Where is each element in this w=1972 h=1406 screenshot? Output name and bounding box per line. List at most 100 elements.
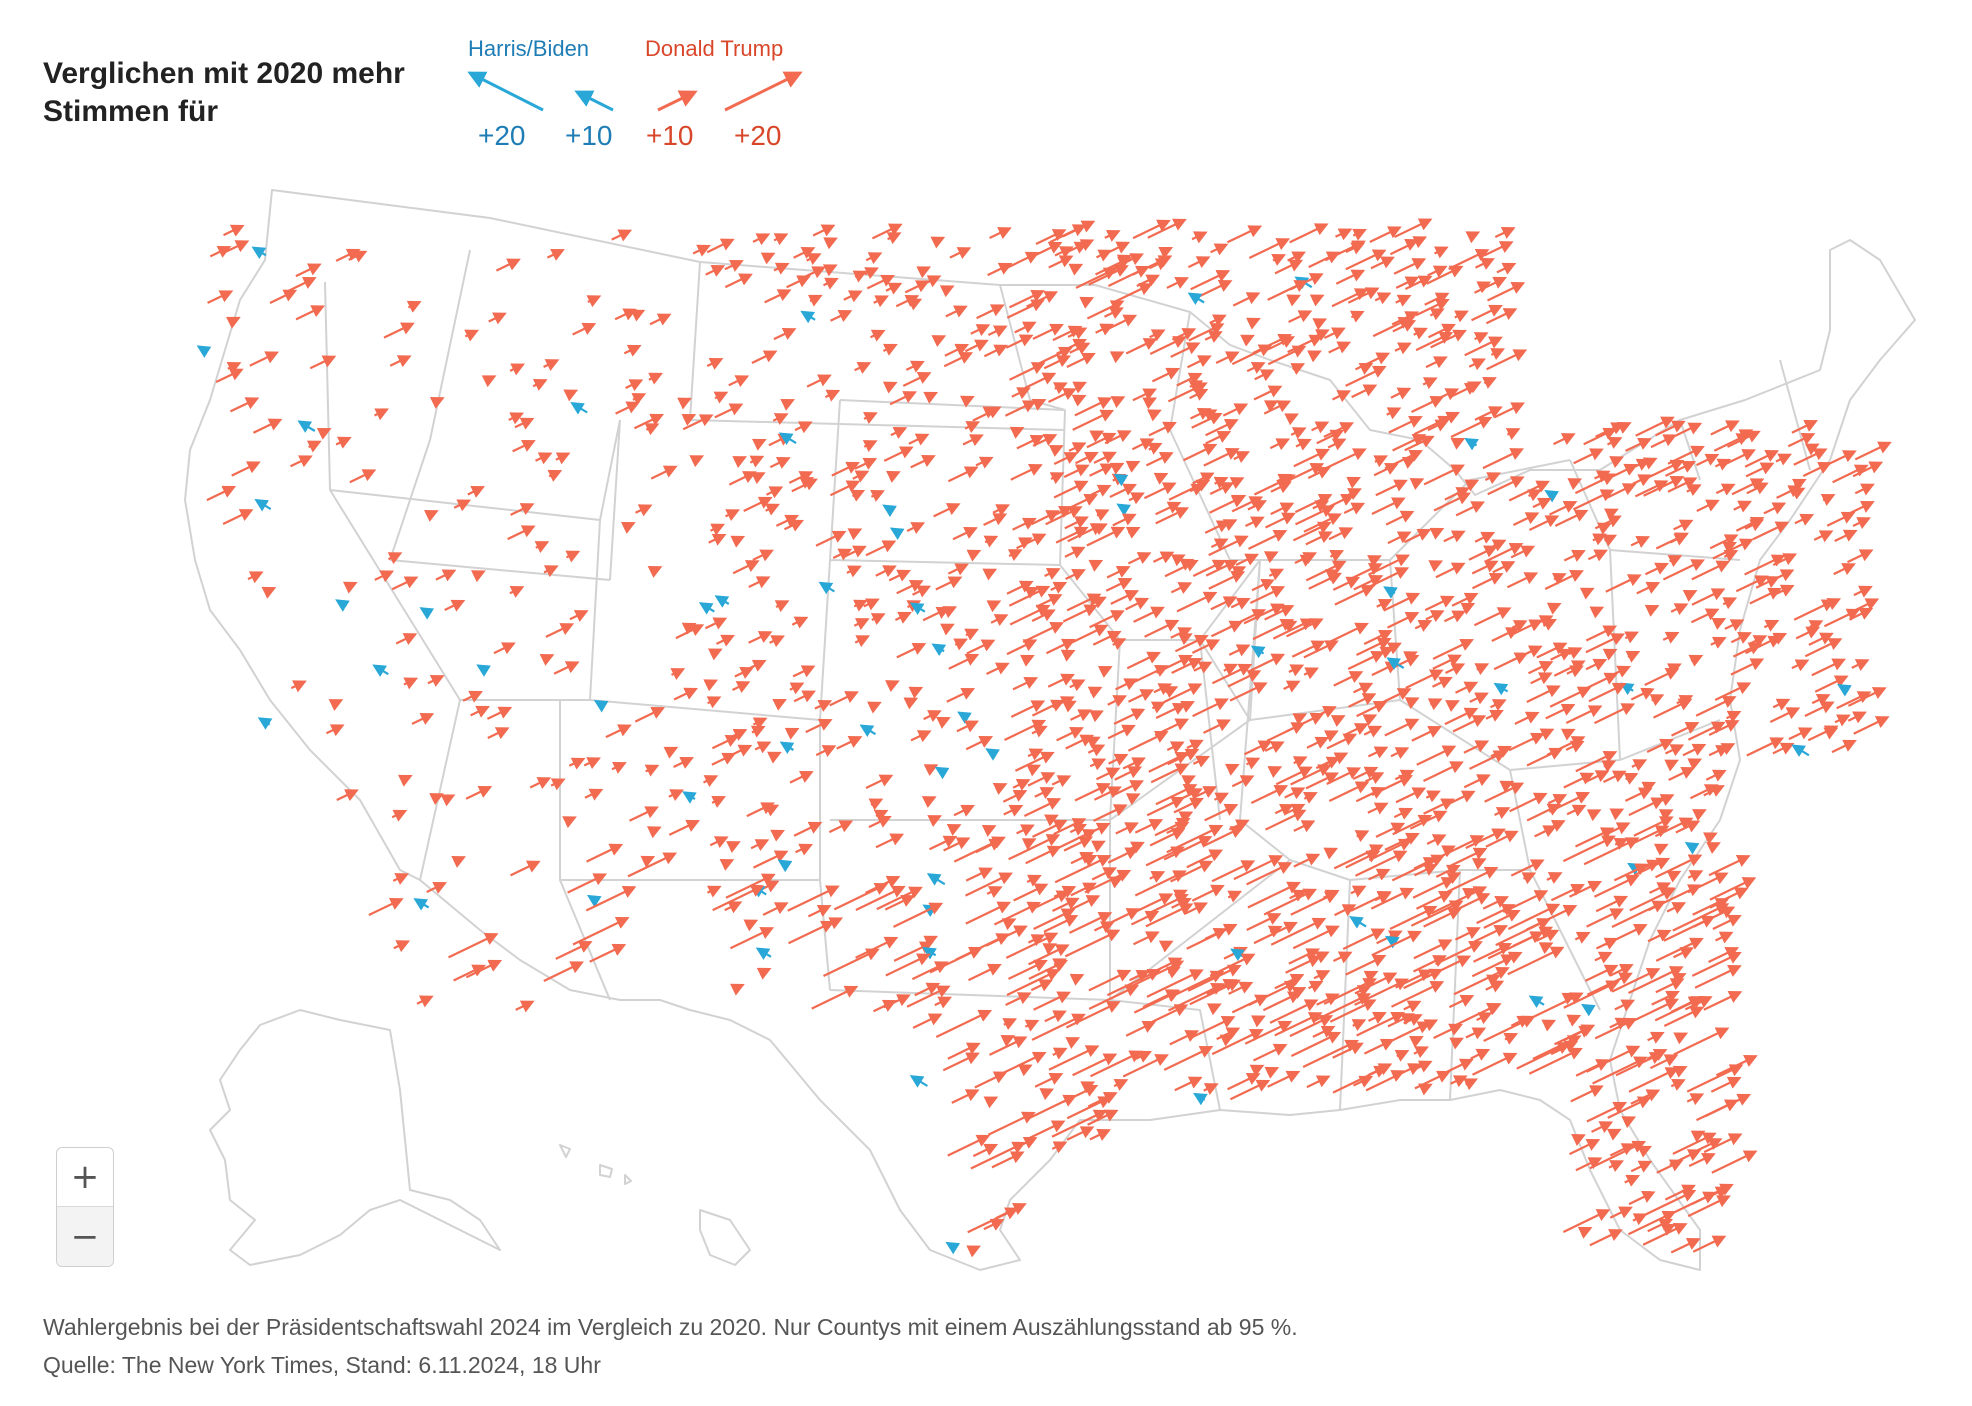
trump-shift-arrow — [1510, 545, 1536, 559]
trump-shift-arrow — [1644, 604, 1660, 617]
trump-shift-arrow — [1332, 951, 1353, 964]
trump-shift-arrow — [290, 455, 313, 468]
trump-shift-arrow — [1390, 387, 1412, 400]
trump-shift-arrow — [1509, 792, 1548, 813]
trump-shift-arrow — [1526, 685, 1561, 703]
trump-shift-arrow — [990, 614, 1009, 627]
trump-shift-arrow — [1577, 1226, 1593, 1239]
trump-shift-arrow — [1853, 716, 1890, 735]
zoom-out-button[interactable]: − — [57, 1207, 113, 1266]
trump-shift-arrow — [714, 403, 744, 419]
trump-shift-arrow — [1095, 323, 1114, 336]
trump-shift-arrow — [749, 455, 765, 468]
trump-shift-arrow — [1346, 476, 1361, 489]
trump-shift-arrow — [1187, 964, 1242, 992]
trump-shift-arrow — [1454, 927, 1481, 941]
harris-shift-arrow — [1386, 657, 1405, 670]
trump-shift-arrow — [1852, 461, 1884, 478]
trump-shift-arrow — [748, 631, 773, 644]
trump-shift-arrow — [1112, 513, 1137, 527]
trump-shift-arrow — [1269, 438, 1291, 451]
trump-shift-arrow — [1066, 352, 1096, 368]
trump-shift-arrow — [724, 273, 753, 289]
harris-shift-arrow — [1528, 995, 1545, 1008]
trump-shift-arrow — [1448, 249, 1490, 270]
trump-shift-arrow — [1274, 804, 1294, 816]
trump-shift-arrow — [962, 434, 984, 447]
trump-shift-arrow — [1826, 511, 1856, 527]
trump-shift-arrow — [1072, 381, 1087, 394]
trump-shift-arrow — [767, 751, 782, 764]
trump-shift-arrow — [945, 305, 968, 318]
trump-shift-arrow — [1388, 415, 1423, 434]
trump-shift-arrow — [1427, 419, 1450, 432]
trump-shift-arrow — [1566, 665, 1584, 678]
trump-shift-arrow — [1687, 1195, 1731, 1218]
trump-shift-arrow — [706, 238, 735, 254]
trump-shift-arrow — [1066, 1096, 1112, 1120]
trump-shift-arrow — [1413, 415, 1452, 436]
trump-shift-arrow — [853, 618, 870, 630]
harris-shift-arrow — [413, 898, 430, 911]
trump-shift-arrow — [646, 826, 662, 839]
trump-shift-arrow — [908, 433, 930, 446]
trump-shift-arrow — [1053, 818, 1087, 836]
trump-shift-arrow — [1847, 687, 1887, 707]
trump-shift-arrow — [751, 438, 767, 451]
trump-shift-arrow — [668, 819, 700, 836]
trump-shift-arrow — [689, 455, 705, 468]
trump-shift-arrow — [1089, 710, 1104, 723]
zoom-in-button[interactable]: + — [57, 1148, 113, 1207]
trump-shift-arrow — [1142, 989, 1180, 1009]
trump-shift-arrow — [1623, 772, 1639, 785]
trump-shift-arrow — [1263, 400, 1279, 413]
trump-shift-arrow — [1209, 494, 1247, 514]
trump-shift-arrow — [1027, 748, 1044, 761]
trump-shift-arrow — [335, 436, 352, 449]
trump-shift-arrow — [1483, 909, 1521, 929]
trump-shift-arrow — [1016, 533, 1047, 550]
trump-shift-arrow — [1444, 707, 1479, 726]
trump-shift-arrow — [1491, 627, 1520, 642]
trump-shift-arrow — [1686, 1064, 1744, 1093]
trump-shift-arrow — [795, 843, 813, 856]
trump-shift-arrow — [247, 571, 264, 584]
trump-shift-arrow — [1589, 1229, 1623, 1247]
trump-shift-arrow — [1305, 560, 1347, 582]
trump-shift-arrow — [1012, 779, 1031, 791]
trump-shift-arrow — [1670, 1238, 1701, 1254]
trump-shift-arrow — [1264, 604, 1295, 621]
trump-shift-arrow — [1411, 725, 1442, 742]
trump-shift-arrow — [1374, 292, 1392, 305]
trump-shift-arrow — [1418, 1083, 1433, 1096]
trump-shift-arrow — [226, 316, 241, 329]
trump-shift-arrow — [1362, 714, 1378, 727]
trump-shift-arrow — [1646, 738, 1674, 753]
trump-shift-arrow — [850, 489, 866, 502]
trump-shift-arrow — [1144, 619, 1180, 638]
trump-shift-arrow — [663, 746, 679, 759]
trump-shift-arrow — [1349, 310, 1365, 323]
trump-shift-arrow — [1404, 435, 1435, 452]
trump-shift-arrow — [1584, 770, 1610, 784]
trump-shift-arrow — [916, 266, 932, 279]
trump-shift-arrow — [509, 586, 525, 598]
trump-shift-arrow — [1510, 859, 1545, 877]
trump-shift-arrow — [534, 541, 550, 553]
map-title: Verglichen mit 2020 mehr Stimmen für — [43, 55, 463, 131]
trump-shift-arrow — [1574, 473, 1616, 495]
trump-shift-arrow — [1412, 877, 1456, 899]
trump-shift-arrow — [1604, 508, 1619, 521]
trump-shift-arrow — [1563, 772, 1595, 789]
trump-shift-arrow — [508, 412, 524, 425]
trump-shift-arrow — [1424, 595, 1455, 612]
trump-shift-arrow — [986, 886, 1003, 899]
trump-shift-arrow — [1813, 530, 1834, 543]
trump-shift-arrow — [1368, 868, 1391, 881]
trump-shift-arrow — [1292, 713, 1308, 726]
trump-shift-arrow — [1351, 384, 1378, 399]
trump-shift-arrow — [1267, 1070, 1301, 1088]
trump-shift-arrow — [1549, 500, 1578, 516]
trump-shift-arrow — [1109, 351, 1125, 364]
trump-shift-arrow — [1285, 712, 1325, 733]
